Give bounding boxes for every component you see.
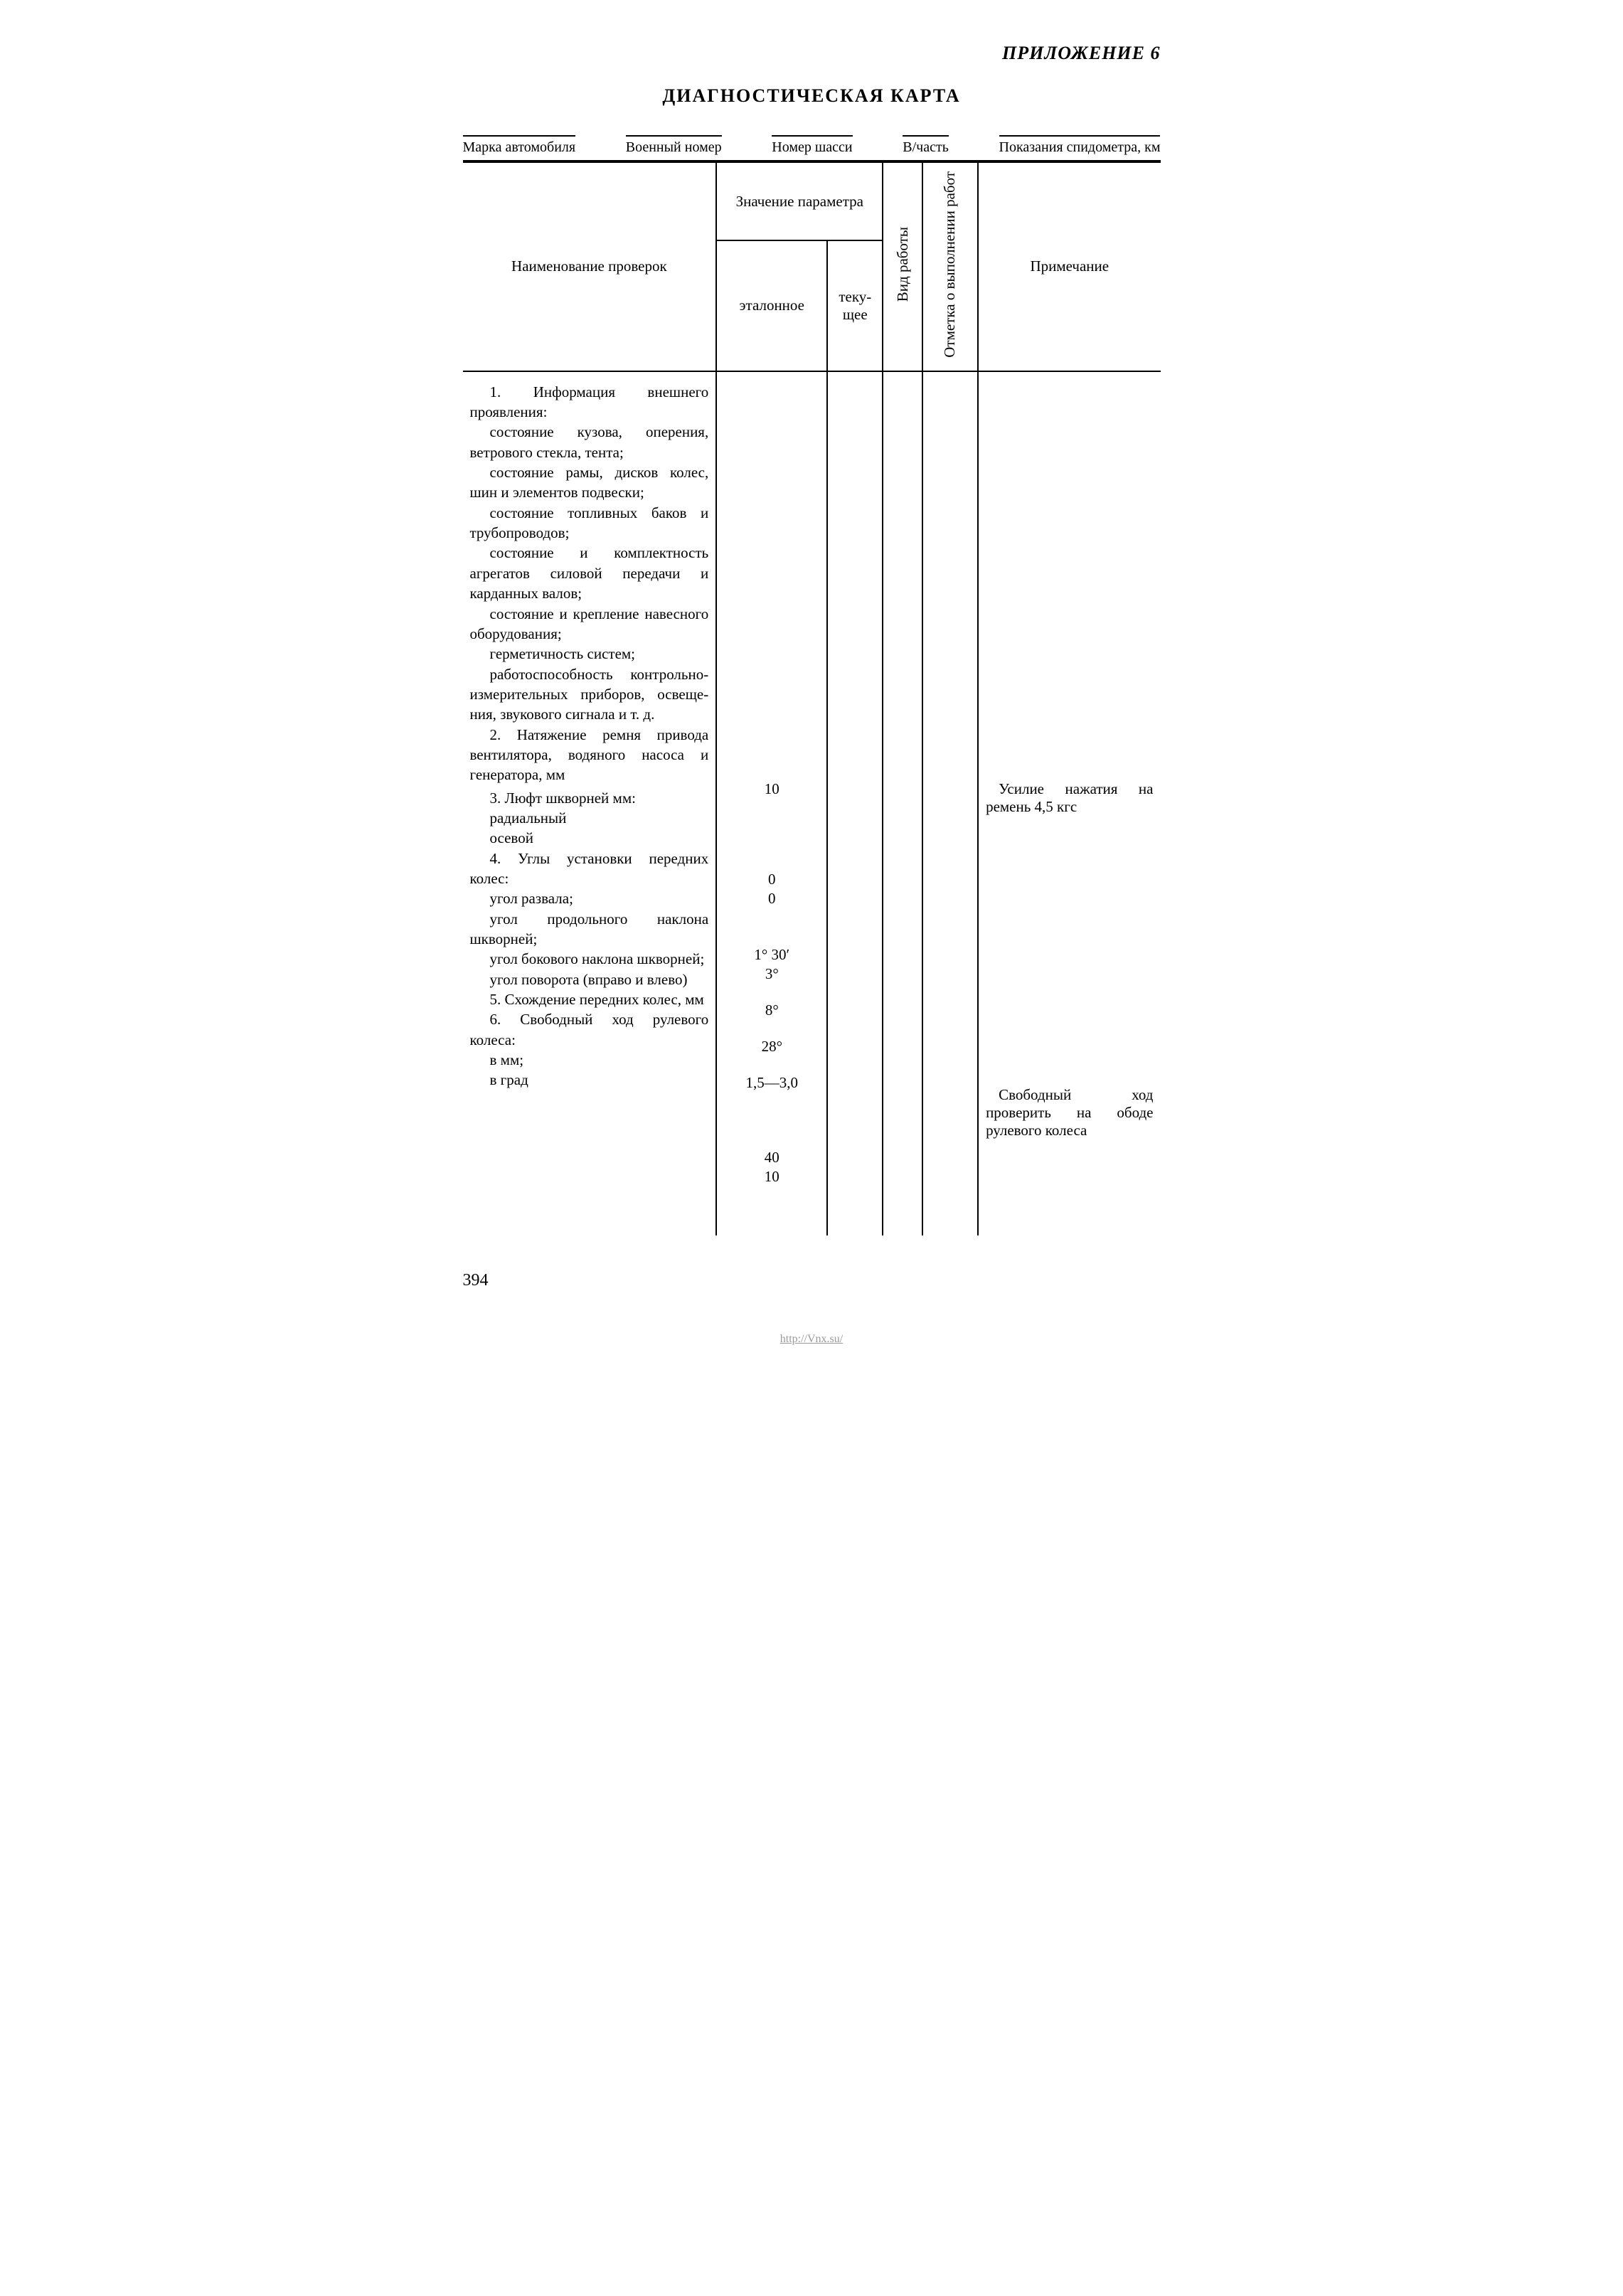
header-param-group: Значение параметра: [716, 163, 883, 240]
top-fields-row: Марка автомобиля Военный номер Номер шас…: [463, 135, 1161, 156]
check-6b: в град: [470, 1070, 709, 1090]
cell-done-mark: [922, 371, 978, 1235]
check-1c: состояние топливных баков и трубопроводо…: [470, 503, 709, 543]
diagnostic-table: Наименование проверок Значение параметра…: [463, 163, 1161, 1235]
ref-r6b: 10: [724, 1168, 819, 1186]
check-4b: угол продольного на­клона шкворней;: [470, 909, 709, 950]
ref-r4d: 28°: [724, 1038, 819, 1056]
check-1b: состояние рамы, дис­ков колес, шин и эле…: [470, 462, 709, 503]
ref-r2: 10: [724, 780, 819, 798]
cell-current-values: [827, 371, 883, 1235]
cell-notes: Усилие нажатия на ремень 4,5 кгс Свободн…: [978, 371, 1160, 1235]
check-1e: состояние и крепление навесного оборудов…: [470, 604, 709, 644]
field-make: Марка автомобиля: [463, 135, 576, 156]
header-param-cur: теку­щее: [827, 240, 883, 371]
note-r6: Свободный ход проверить на обо­де рулево…: [986, 1086, 1153, 1139]
cell-ref-values: 10 0 0 1° 30′ 3° 8° 28° 1,5—3,0 40 10: [716, 371, 827, 1235]
ref-r4b: 3°: [724, 965, 819, 983]
check-4a: угол развала;: [470, 888, 709, 908]
field-odometer: Показания спидометра, км: [999, 135, 1161, 156]
check-4c: угол бокового наклона шкворней;: [470, 949, 709, 969]
document-title: ДИАГНОСТИЧЕСКАЯ КАРТА: [463, 85, 1161, 107]
cell-checks: 1. Информация внеш­него проявления: сост…: [463, 371, 717, 1235]
ref-r3a: 0: [724, 871, 819, 888]
check-1d: состояние и комплект­ность агрегатов сил…: [470, 543, 709, 603]
ref-r3b: 0: [724, 890, 819, 908]
check-3a: радиальный: [470, 808, 709, 828]
ref-r4a: 1° 30′: [724, 946, 819, 964]
header-checks: Наименование проверок: [463, 163, 717, 371]
header-work-type: Вид работы: [883, 163, 922, 371]
check-6: 6. Свободный ход ру­левого колеса:: [470, 1009, 709, 1050]
header-done-mark: Отметка о вы­полнении работ: [922, 163, 978, 371]
page: ПРИЛОЖЕНИЕ 6 ДИАГНОСТИЧЕСКАЯ КАРТА Марка…: [406, 0, 1218, 1374]
check-3b: осевой: [470, 828, 709, 848]
header-note: Примечание: [978, 163, 1160, 371]
check-1-lead: 1. Информация внеш­него проявления:: [470, 382, 709, 422]
field-unit: В/часть: [903, 135, 949, 156]
check-4: 4. Углы установки пе­редних колес:: [470, 849, 709, 889]
ref-r5: 1,5—3,0: [724, 1074, 819, 1092]
header-param-ref: эталонное: [716, 240, 827, 371]
ref-r6a: 40: [724, 1149, 819, 1166]
check-3: 3. Люфт шкворней мм:: [470, 788, 709, 808]
note-r2: Усилие нажатия на ремень 4,5 кгс: [986, 780, 1153, 816]
page-number: 394: [463, 1271, 1161, 1290]
check-1f: герметичность систем;: [470, 644, 709, 664]
footer-link: http://Vnx.su/: [463, 1333, 1161, 1346]
check-4d: угол поворота (вправо и влево): [470, 969, 709, 989]
check-1a: состояние кузова, опе­рения, ветрового с…: [470, 422, 709, 462]
ref-r4c: 8°: [724, 1001, 819, 1019]
check-2: 2. Натяжение ремня привода вентилятора, …: [470, 725, 709, 785]
appendix-label: ПРИЛОЖЕНИЕ 6: [463, 43, 1161, 64]
field-military-number: Военный номер: [626, 135, 722, 156]
check-1g: работоспособность контрольно-измеритель­…: [470, 664, 709, 725]
table-row: 1. Информация внеш­него проявления: сост…: [463, 371, 1161, 1235]
cell-work-type: [883, 371, 922, 1235]
field-chassis-number: Номер шасси: [772, 135, 852, 156]
check-6a: в мм;: [470, 1050, 709, 1070]
check-5: 5. Схождение перед­них колес, мм: [470, 989, 709, 1009]
